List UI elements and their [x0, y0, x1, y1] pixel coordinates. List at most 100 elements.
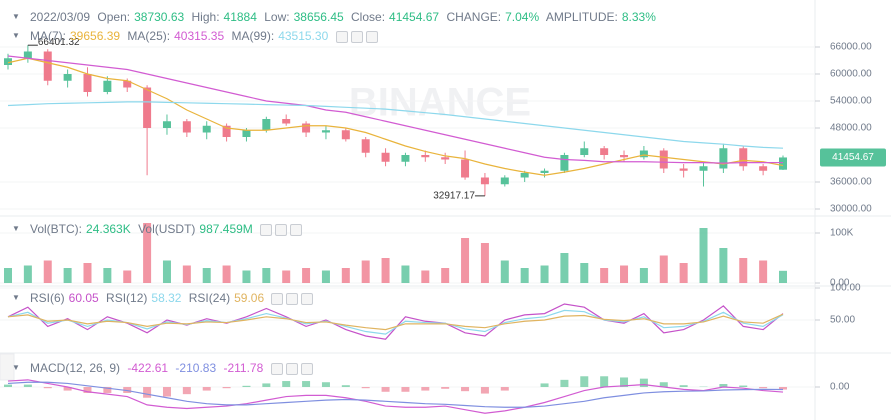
- y-tick-label: 36000.00: [830, 177, 872, 188]
- macd-bar: [302, 381, 311, 387]
- collapse-icon[interactable]: ▼: [12, 363, 20, 372]
- macd-bar: [381, 387, 390, 392]
- candle-body: [321, 130, 330, 133]
- collapse-icon[interactable]: ▼: [12, 12, 20, 21]
- settings-button[interactable]: [350, 30, 363, 43]
- volume-bar: [341, 268, 350, 283]
- indicator-line: [7, 381, 784, 408]
- volume-bar: [4, 268, 12, 283]
- macd-bar: [182, 387, 191, 395]
- collapse-icon[interactable]: ▼: [12, 224, 20, 233]
- volume-bar: [361, 260, 370, 283]
- close-button[interactable]: [290, 223, 303, 236]
- low-value: 38656.45: [293, 10, 344, 24]
- candle-body: [262, 119, 271, 131]
- y-tick-label: 66000.00: [830, 42, 872, 53]
- label: AMPLITUDE:: [545, 10, 618, 24]
- legend-name: RSI(24): [188, 291, 231, 305]
- macd-bar: [779, 387, 787, 390]
- volume-bar: [103, 268, 112, 283]
- settings-button[interactable]: [275, 223, 288, 236]
- volume-bar: [282, 270, 291, 283]
- candle-body: [143, 87, 152, 129]
- indicator-line: [7, 57, 784, 176]
- macd-bar: [480, 387, 489, 394]
- volume-bar: [23, 265, 32, 283]
- candle-body: [659, 150, 668, 169]
- ma-legend: MA(7): 39656.39 MA(25): 40315.35 MA(99): 43…: [30, 29, 381, 43]
- volume-bar: [262, 268, 271, 283]
- y-tick-label: 30000.00: [830, 204, 872, 215]
- macd-bar: [639, 378, 648, 387]
- candle-body: [381, 152, 390, 162]
- macd-bar: [600, 376, 609, 387]
- macd-bar: [401, 387, 410, 392]
- legend-value: 43515.30: [278, 29, 329, 43]
- side-tab[interactable]: [0, 353, 15, 381]
- legend-value: 39656.39: [70, 29, 121, 43]
- candle-body: [222, 125, 231, 138]
- legend-name: Vol(BTC):: [30, 222, 83, 236]
- volume-bar: [480, 243, 489, 283]
- macd-bar: [620, 377, 629, 387]
- candle-body: [63, 73, 72, 81]
- macd-legend: MACD(12, 26, 9) -422.61 -210.83 -211.78: [30, 361, 316, 375]
- macd-bar: [282, 381, 291, 387]
- y-tick-label: 50.00: [830, 315, 855, 326]
- candle-body: [302, 123, 311, 133]
- label: Open:: [97, 10, 131, 24]
- close-button[interactable]: [365, 30, 378, 43]
- visibility-button[interactable]: [335, 30, 348, 43]
- candle-body: [23, 51, 32, 59]
- candle-body: [182, 121, 191, 133]
- close-button[interactable]: [300, 362, 313, 375]
- volume-bar: [63, 268, 72, 283]
- candle-body: [480, 177, 489, 185]
- visibility-button[interactable]: [260, 223, 273, 236]
- macd-bar: [719, 384, 728, 387]
- candle-body: [639, 150, 648, 158]
- candle-body: [103, 80, 112, 92]
- visibility-button[interactable]: [271, 292, 284, 305]
- legend-name: MA(99):: [231, 29, 275, 43]
- candle-body: [421, 155, 430, 158]
- settings-button[interactable]: [286, 292, 299, 305]
- y-tick-label: 54000.00: [830, 96, 872, 107]
- macd-bar: [739, 385, 748, 387]
- macd-bar: [202, 387, 211, 391]
- candle-body: [341, 130, 350, 140]
- macd-bar: [63, 387, 72, 391]
- volume-bar: [580, 263, 589, 283]
- candle-body: [580, 148, 589, 156]
- candle-body: [4, 58, 12, 65]
- y-tick-label: 0.00: [830, 278, 850, 289]
- volume-bar: [202, 268, 211, 283]
- collapse-icon[interactable]: ▼: [12, 31, 20, 40]
- ohlc-header: 2022/03/09 Open: 38730.63 High: 41884 Low:…: [30, 10, 660, 24]
- watermark: BINANCE: [349, 81, 531, 125]
- volume-bar: [401, 265, 410, 283]
- macd-bar: [361, 387, 370, 389]
- visibility-button[interactable]: [270, 362, 283, 375]
- candle-body: [500, 177, 509, 185]
- candle-body: [719, 148, 728, 169]
- close-button[interactable]: [301, 292, 314, 305]
- settings-button[interactable]: [285, 362, 298, 375]
- legend-value: 24.363K: [86, 222, 131, 236]
- legend-name: RSI(6): [30, 291, 65, 305]
- low-annotation: 32917.17: [433, 191, 475, 202]
- high-annotation: 66401.32: [38, 37, 80, 48]
- collapse-icon[interactable]: ▼: [12, 293, 20, 302]
- legend-value: 60.05: [68, 291, 99, 305]
- close-value: 41454.67: [389, 10, 440, 24]
- candle-body: [520, 173, 529, 178]
- indicator-line: [7, 55, 784, 164]
- volume-bar: [83, 263, 92, 283]
- macd-bar: [23, 384, 32, 387]
- macd-bar: [461, 387, 470, 392]
- legend-name: Vol(USDT): [138, 222, 196, 236]
- legend-value: -211.78: [223, 361, 264, 375]
- macd-bar: [500, 387, 509, 391]
- candle-body: [739, 148, 748, 167]
